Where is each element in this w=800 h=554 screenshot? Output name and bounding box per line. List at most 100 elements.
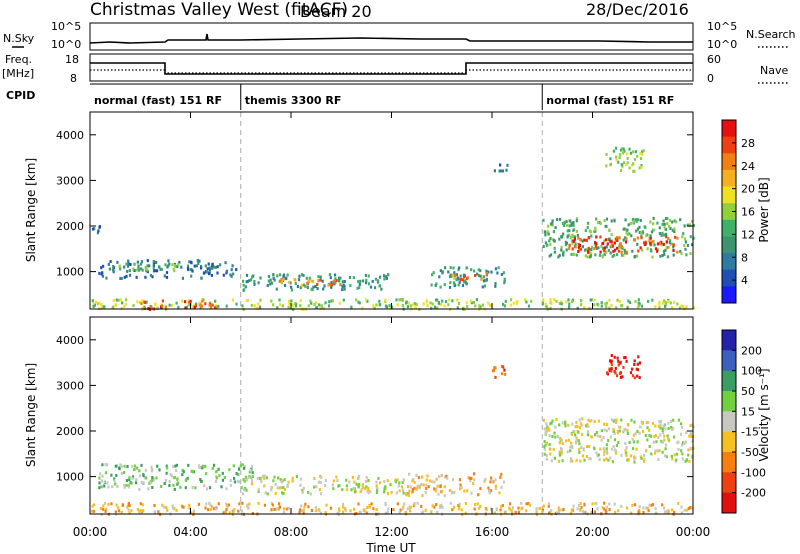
range-cell [573,235,577,239]
range-cell [503,277,506,281]
range-cell [615,158,618,162]
range-cell [606,451,609,455]
range-cell [588,306,591,310]
range-cell [555,418,558,421]
range-cell [191,306,194,310]
range-cell [525,509,528,513]
range-cell [601,506,604,510]
range-cell [339,283,342,287]
range-cell [250,278,253,282]
range-cell [394,478,397,482]
range-cell [664,510,667,514]
range-cell [315,509,318,513]
range-cell [430,283,433,287]
range-cell [609,245,612,249]
range-cell [692,224,695,228]
range-cell [535,510,538,514]
range-cell [661,450,664,454]
range-cell [123,265,126,269]
range-cell [315,485,318,489]
range-cell [618,242,621,246]
range-cell [576,233,579,237]
range-cell [549,243,552,246]
range-cell [557,255,560,259]
range-cell [664,304,667,308]
range-cell [272,276,275,280]
range-cell [436,484,439,488]
range-cell [624,236,627,240]
range-cell [451,508,454,512]
range-cell [204,302,207,306]
range-cell [654,424,657,428]
range-cell [280,281,283,285]
range-cell [671,457,674,461]
range-cell [205,502,208,506]
range-cell [115,503,118,507]
range-cell [569,445,572,449]
range-cell [373,306,376,310]
range-cell [470,301,473,305]
range-cell [485,272,488,276]
range-cell [390,491,393,495]
range-cell [322,287,325,291]
range-cell [617,425,620,429]
range-cell [637,298,640,302]
range-cell [570,441,573,445]
range-cell [463,489,466,493]
range-cell [374,277,377,281]
range-cell [112,305,115,309]
range-cell [238,502,241,506]
range-cell [673,227,676,231]
range-cell [431,504,434,508]
range-cell [299,483,302,487]
range-cell [91,299,94,303]
range-cell [502,480,506,484]
range-cell [624,449,627,453]
colorbar-swatch [722,186,736,204]
range-cell [657,424,660,428]
range-cell [331,483,334,487]
range-cell [618,156,621,160]
range-cell [683,244,686,247]
range-cell [201,299,204,303]
range-cell [243,288,246,292]
range-cell [307,505,310,509]
colorbar-swatch [722,370,736,392]
range-cell [589,230,592,234]
range-cell [249,468,252,472]
range-cell [170,474,173,478]
range-cell [589,254,592,258]
range-cell [125,262,128,266]
range-cell [440,503,443,507]
range-cell [125,483,128,487]
range-cell [357,502,360,506]
range-cell [159,267,162,271]
range-cell [313,485,316,489]
range-cell [300,504,303,508]
range-cell [626,306,629,310]
range-cell [301,488,304,492]
range-cell [664,232,668,236]
range-cell [141,306,144,310]
range-cell [174,264,177,268]
range-cell [167,264,170,268]
range-cell [504,299,507,303]
range-cell [495,507,498,511]
range-cell [517,510,520,514]
range-cell [274,482,277,486]
range-cell [324,511,327,514]
range-cell [605,245,608,249]
colorbar-swatch [722,203,736,221]
range-cell [567,423,570,427]
colorbar-swatch [722,431,736,453]
range-cell [659,423,662,427]
range-cell [509,502,512,506]
range-cell [664,217,668,220]
nsky-tick-bottom: 10^0 [51,38,81,51]
range-cell [509,303,512,307]
colorbar-swatch [722,286,736,304]
range-cell [208,266,211,270]
range-cell [276,274,279,278]
range-cell [607,248,610,252]
